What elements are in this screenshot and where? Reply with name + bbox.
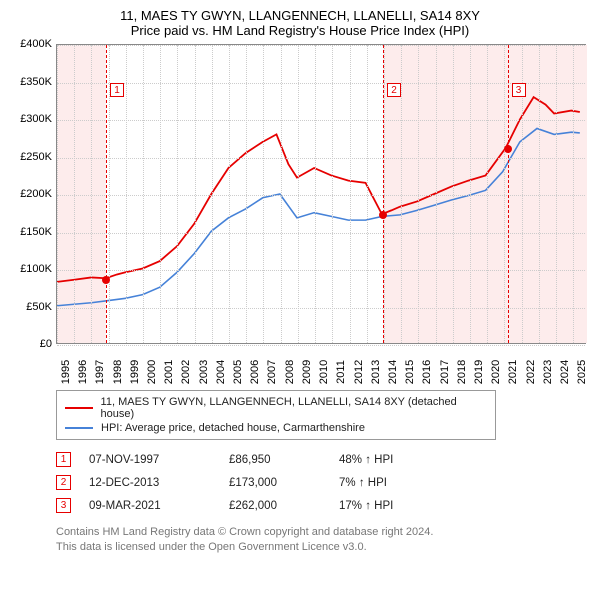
event-row: 1 07-NOV-1997£86,95048% ↑ HPI xyxy=(56,448,590,471)
x-tick-label: 2003 xyxy=(198,360,210,384)
x-tick-label: 1998 xyxy=(112,360,124,384)
event-badge: 3 xyxy=(56,498,71,513)
legend-swatch xyxy=(65,407,93,409)
y-tick-label: £300K xyxy=(20,113,52,125)
x-tick-label: 2024 xyxy=(559,360,571,384)
event-row: 2 12-DEC-2013£173,0007% ↑ HPI xyxy=(56,471,590,494)
chart-title: 11, MAES TY GWYN, LLANGENNECH, LLANELLI,… xyxy=(10,8,590,23)
event-marker-box: 3 xyxy=(512,83,526,97)
event-row: 3 09-MAR-2021£262,00017% ↑ HPI xyxy=(56,494,590,517)
x-tick-label: 2000 xyxy=(146,360,158,384)
x-tick-label: 2004 xyxy=(215,360,227,384)
chart-container: 11, MAES TY GWYN, LLANGENNECH, LLANELLI,… xyxy=(0,0,600,563)
footer-line-1: Contains HM Land Registry data © Crown c… xyxy=(56,525,590,540)
x-tick-label: 2013 xyxy=(370,360,382,384)
chart-area: £0£50K£100K£150K£200K£250K£300K£350K£400… xyxy=(10,44,590,384)
x-tick-label: 2011 xyxy=(335,360,347,384)
event-price: £173,000 xyxy=(229,477,339,489)
plot-area: 1 2 3 xyxy=(56,44,586,344)
x-tick-label: 2012 xyxy=(353,360,365,384)
x-tick-label: 2022 xyxy=(525,360,537,384)
line-series xyxy=(57,45,585,343)
x-tick-label: 2008 xyxy=(284,360,296,384)
event-pct: 48% ↑ HPI xyxy=(339,454,449,466)
legend-row: 11, MAES TY GWYN, LLANGENNECH, LLANELLI,… xyxy=(65,395,487,421)
y-tick-label: £50K xyxy=(26,301,52,313)
x-tick-label: 1997 xyxy=(94,360,106,384)
event-marker-box: 2 xyxy=(387,83,401,97)
footer-line-2: This data is licensed under the Open Gov… xyxy=(56,540,590,555)
x-tick-label: 2016 xyxy=(421,360,433,384)
event-date: 12-DEC-2013 xyxy=(89,477,229,489)
y-tick-label: £100K xyxy=(20,263,52,275)
x-tick-label: 2007 xyxy=(266,360,278,384)
legend-swatch xyxy=(65,427,93,429)
x-tick-label: 2006 xyxy=(249,360,261,384)
event-badge: 2 xyxy=(56,475,71,490)
x-tick-label: 1995 xyxy=(60,360,72,384)
y-tick-label: £150K xyxy=(20,226,52,238)
x-axis-labels: 1995 1996 1997 1998 1999 2000 2001 2002 2003 2004… xyxy=(56,344,586,384)
x-tick-label: 2010 xyxy=(318,360,330,384)
x-tick-label: 2014 xyxy=(387,360,399,384)
y-tick-label: £350K xyxy=(20,76,52,88)
x-tick-label: 2017 xyxy=(439,360,451,384)
event-dot xyxy=(504,145,512,153)
event-dot xyxy=(379,211,387,219)
series-price_paid xyxy=(57,97,580,282)
event-pct: 17% ↑ HPI xyxy=(339,500,449,512)
x-tick-label: 2021 xyxy=(507,360,519,384)
event-badge: 1 xyxy=(56,452,71,467)
event-date: 07-NOV-1997 xyxy=(89,454,229,466)
x-tick-label: 2015 xyxy=(404,360,416,384)
event-marker-box: 1 xyxy=(110,83,124,97)
event-price: £262,000 xyxy=(229,500,339,512)
x-tick-label: 2025 xyxy=(576,360,588,384)
y-tick-label: £400K xyxy=(20,38,52,50)
y-tick-label: £0 xyxy=(40,338,52,350)
x-tick-label: 2020 xyxy=(490,360,502,384)
legend: 11, MAES TY GWYN, LLANGENNECH, LLANELLI,… xyxy=(56,390,496,440)
event-date: 09-MAR-2021 xyxy=(89,500,229,512)
events-table: 1 07-NOV-1997£86,95048% ↑ HPI 2 12-DEC-2013… xyxy=(56,448,590,517)
x-tick-label: 2023 xyxy=(542,360,554,384)
x-tick-label: 2019 xyxy=(473,360,485,384)
x-tick-label: 2002 xyxy=(180,360,192,384)
legend-label: HPI: Average price, detached house, Carm… xyxy=(101,422,365,434)
legend-row: HPI: Average price, detached house, Carm… xyxy=(65,421,487,435)
x-tick-label: 2009 xyxy=(301,360,313,384)
x-tick-label: 2005 xyxy=(232,360,244,384)
chart-subtitle: Price paid vs. HM Land Registry's House … xyxy=(10,23,590,38)
footer-attribution: Contains HM Land Registry data © Crown c… xyxy=(56,525,590,555)
event-price: £86,950 xyxy=(229,454,339,466)
x-tick-label: 2018 xyxy=(456,360,468,384)
y-tick-label: £250K xyxy=(20,151,52,163)
event-dot xyxy=(102,276,110,284)
legend-label: 11, MAES TY GWYN, LLANGENNECH, LLANELLI,… xyxy=(101,396,487,420)
x-tick-label: 1996 xyxy=(77,360,89,384)
event-pct: 7% ↑ HPI xyxy=(339,477,449,489)
x-tick-label: 2001 xyxy=(163,360,175,384)
y-axis-labels: £0£50K£100K£150K£200K£250K£300K£350K£400… xyxy=(10,44,54,344)
x-tick-label: 1999 xyxy=(129,360,141,384)
y-tick-label: £200K xyxy=(20,188,52,200)
